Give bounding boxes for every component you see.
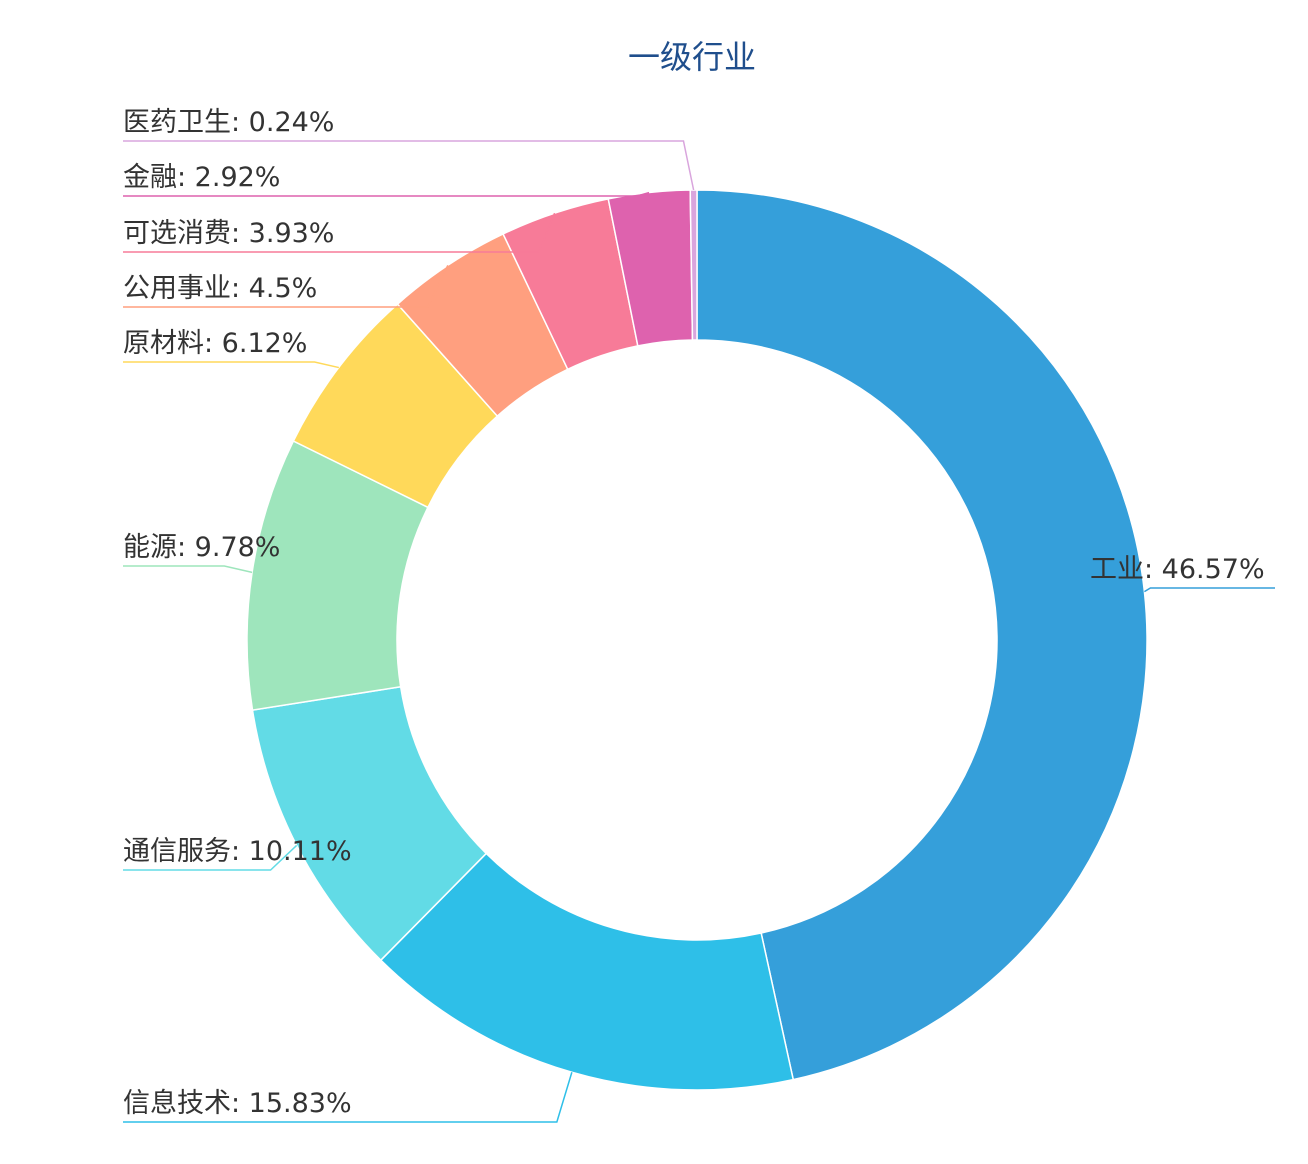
slice-label-4: 能源: 9.78%: [123, 532, 280, 563]
slice-label-6: 公用事业: 4.5%: [123, 273, 317, 304]
slice-labels: 工业: 46.57% 信息技术: 15.83% 通信服务: 10.11% 能源: 9.…: [123, 107, 1265, 1119]
leader-line-2: [123, 1072, 573, 1123]
leader-line-6: [123, 264, 449, 308]
chart-title: 一级行业: [628, 38, 756, 76]
slice-label-7: 可选消费: 3.93%: [123, 218, 334, 249]
slice-label-1: 工业: 46.57%: [1090, 554, 1265, 585]
leader-line-9: [123, 140, 695, 191]
leader-line-3: [123, 844, 298, 871]
leader-line-1: [1144, 587, 1275, 593]
slices: [246, 189, 1148, 1091]
slice-label-5: 原材料: 6.12%: [123, 328, 307, 359]
slice-label-3: 通信服务: 10.11%: [123, 836, 352, 867]
leader-line-5: [123, 361, 340, 369]
leader-line-7: [123, 212, 556, 253]
leader-lines: [123, 140, 1275, 1123]
slice-2: [379, 852, 795, 1091]
slice-1: [696, 189, 1148, 1081]
slice-9: [689, 189, 698, 341]
leader-line-4: [123, 565, 253, 574]
slice-label-8: 金融: 2.92%: [123, 162, 280, 193]
slice-label-9: 医药卫生: 0.24%: [123, 107, 334, 138]
leader-line-8: [123, 191, 650, 197]
slice-label-2: 信息技术: 15.83%: [123, 1088, 352, 1119]
